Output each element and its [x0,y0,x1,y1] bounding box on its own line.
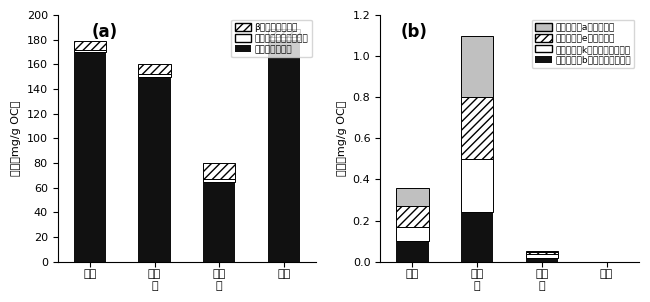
Y-axis label: 濃度（mg/g OC）: 濃度（mg/g OC） [337,101,347,176]
Bar [203,182,235,262]
Bar [138,64,171,74]
Bar [396,206,428,227]
Bar [461,159,493,212]
Bar [461,97,493,159]
Bar [396,227,428,241]
Bar [73,50,106,52]
Bar [138,77,171,262]
Bar [526,258,558,262]
Bar [396,188,428,206]
Bar [526,255,558,258]
Text: (b): (b) [401,23,428,40]
Text: (a): (a) [91,23,117,40]
Bar [268,40,300,262]
Bar [461,36,493,97]
Bar [526,251,558,252]
Bar [203,163,235,179]
Bar [203,179,235,182]
Bar [396,241,428,262]
Bar [268,29,300,37]
Legend: ベンゾ（a）ビレン, ベンゾ（e）ビレン, ベンゾ（k）フルオランテン, ベンゾ（b）フルオランテン: ベンゾ（a）ビレン, ベンゾ（e）ビレン, ベンゾ（k）フルオランテン… [532,20,634,68]
Bar [461,212,493,262]
Legend: βシトステロール, スティグマステロール, レボグルコサン: βシトステロール, スティグマステロール, レボグルコサン [231,20,312,57]
Bar [73,52,106,262]
Bar [268,37,300,40]
Bar [73,41,106,50]
Y-axis label: 濃度（mg/g OC）: 濃度（mg/g OC） [11,101,21,176]
Bar [526,252,558,255]
Bar [138,74,171,77]
